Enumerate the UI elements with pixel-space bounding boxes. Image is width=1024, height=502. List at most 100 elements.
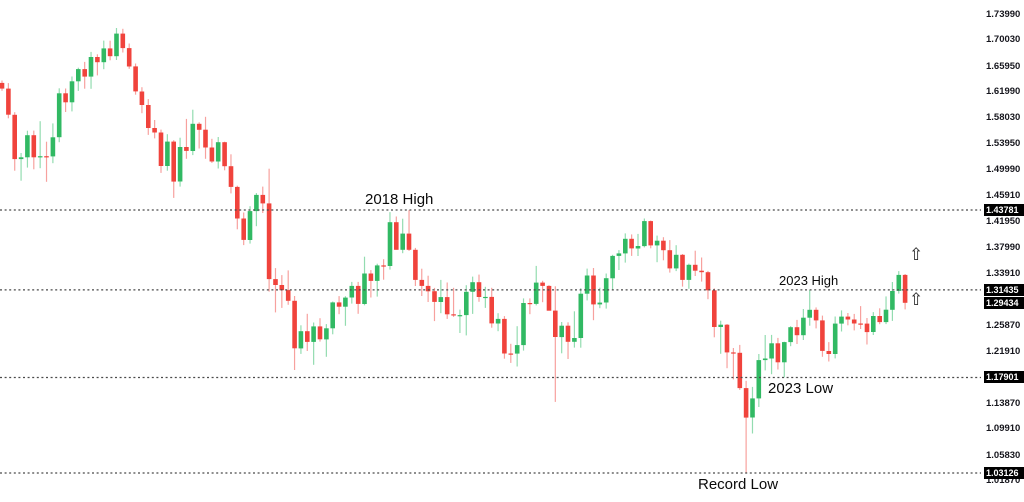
candle-body: [864, 323, 870, 333]
up-arrow-icon: ⇧: [909, 245, 924, 264]
candle-body: [635, 246, 641, 249]
candle: [597, 287, 603, 309]
axis-tick-label: 1.70030: [986, 34, 1021, 45]
axis-tick-label: 1.53950: [986, 138, 1021, 149]
candle: [699, 257, 704, 282]
candle-body: [521, 303, 526, 346]
candle-body: [572, 338, 577, 342]
candle-body: [565, 325, 571, 342]
candle-body: [184, 147, 189, 151]
candle: [95, 54, 100, 76]
candle: [489, 287, 494, 328]
candle-body: [44, 156, 49, 158]
candle: [184, 118, 189, 159]
candle-body: [139, 91, 145, 105]
candle-body: [215, 142, 221, 162]
candle-body: [247, 211, 253, 240]
candle: [820, 315, 825, 357]
candle-body: [0, 82, 5, 89]
candle-body: [432, 291, 437, 302]
candle-body: [400, 233, 405, 250]
candle-body: [56, 93, 62, 138]
candle: [406, 210, 412, 251]
candle: [464, 285, 469, 336]
candle: [387, 212, 393, 270]
candle-body: [807, 309, 812, 318]
candle-body: [209, 147, 215, 162]
candle-body: [832, 323, 838, 354]
candle-body: [235, 186, 240, 219]
candle: [457, 309, 463, 333]
candle-body: [890, 291, 895, 310]
candle: [591, 268, 596, 321]
candle: [425, 275, 431, 302]
candle-body: [254, 194, 259, 212]
candle: [858, 306, 863, 329]
candle-body: [419, 279, 425, 286]
candle: [553, 286, 558, 402]
candle: [451, 287, 456, 317]
candle-body: [584, 275, 590, 294]
candle: [209, 138, 215, 163]
candle: [635, 233, 641, 256]
candle: [438, 279, 444, 314]
candle: [101, 40, 107, 70]
candle-body: [190, 123, 196, 151]
candle-body: [343, 297, 348, 307]
candle: [222, 141, 227, 171]
candle-body: [794, 327, 800, 336]
candle-body: [527, 303, 533, 305]
candle-body: [533, 282, 539, 304]
candle-body: [750, 398, 755, 418]
candle-body: [858, 323, 863, 325]
candle-body: [381, 265, 386, 267]
price-marker-box: 1.29434: [984, 297, 1024, 309]
candle-body: [31, 135, 37, 158]
candle: [368, 270, 374, 298]
candle-body: [610, 255, 615, 279]
up-arrow-icon: ⇧: [909, 290, 924, 309]
candle: [126, 43, 132, 69]
candle-body: [871, 316, 876, 332]
candle: [743, 380, 749, 474]
candle-body: [451, 314, 456, 316]
candle-body: [120, 33, 126, 49]
candle: [50, 123, 56, 164]
candle-body: [114, 33, 119, 57]
candle-body: [654, 240, 660, 246]
candle: [394, 216, 399, 250]
candle-body: [133, 66, 138, 92]
candle: [12, 112, 17, 171]
price-marker-box: 1.43781: [984, 204, 1024, 216]
candle: [190, 109, 196, 156]
candle-body: [126, 48, 132, 67]
candle-body: [222, 142, 227, 167]
candle: [832, 316, 838, 359]
candle: [572, 311, 577, 348]
candle-body: [266, 203, 272, 280]
axis-tick-label: 1.58030: [986, 112, 1021, 123]
axis-tick-label: 1.65950: [986, 61, 1021, 72]
candle: [432, 287, 437, 322]
candle: [864, 318, 870, 345]
candle-body: [642, 221, 647, 247]
candle: [317, 318, 323, 342]
candle-body: [883, 309, 889, 323]
candle: [374, 263, 380, 297]
candle-body: [495, 318, 501, 324]
candle-body: [305, 331, 310, 342]
candle-body: [839, 316, 844, 324]
candle-body: [273, 279, 278, 285]
candle: [654, 235, 660, 263]
candle-body: [374, 265, 380, 281]
candle-body: [896, 274, 902, 291]
candle: [362, 256, 367, 306]
candle-body: [820, 320, 825, 351]
candle-body: [546, 285, 552, 311]
candle-body: [699, 270, 704, 273]
candle: [718, 320, 723, 354]
candle: [559, 322, 564, 354]
candle: [311, 322, 316, 365]
